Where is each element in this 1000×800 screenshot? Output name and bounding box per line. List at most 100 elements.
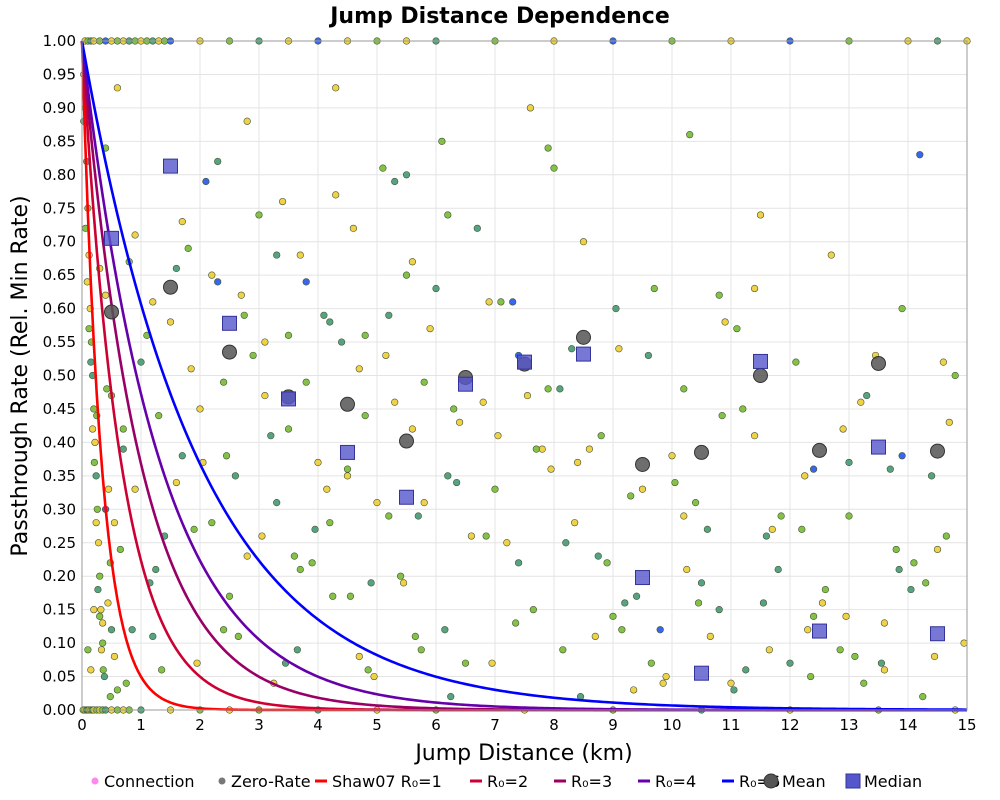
data-point: [618, 626, 626, 634]
mean-marker: [104, 304, 119, 320]
data-point: [311, 525, 319, 533]
legend-label: Mean: [782, 772, 826, 791]
data-point: [444, 472, 452, 480]
data-point: [621, 599, 629, 607]
y-tick-label: 0.65: [43, 266, 76, 284]
data-point: [529, 606, 537, 614]
data-point: [208, 519, 216, 527]
data-point: [284, 425, 293, 433]
data-point: [104, 599, 112, 607]
data-point: [907, 585, 915, 594]
data-point: [100, 672, 109, 681]
data-point: [638, 485, 647, 493]
data-point: [632, 592, 641, 600]
data-point: [85, 325, 93, 333]
median-marker: [753, 353, 768, 369]
data-point: [694, 599, 703, 607]
data-point: [131, 231, 139, 239]
data-point: [364, 666, 372, 674]
data-point: [110, 652, 119, 661]
data-point: [190, 525, 198, 533]
data-point: [571, 519, 579, 527]
data-point: [367, 579, 375, 587]
median-marker: [222, 315, 237, 331]
data-point: [718, 412, 726, 420]
median-marker: [340, 444, 355, 460]
data-point: [609, 612, 617, 620]
data-point: [750, 432, 759, 440]
mean-marker: [222, 344, 237, 360]
data-point: [261, 391, 269, 400]
data-point: [497, 298, 505, 306]
x-tick-label: 3: [254, 716, 264, 734]
y-tick-label: 0.80: [43, 166, 76, 184]
data-point: [290, 552, 299, 560]
data-point: [821, 585, 830, 594]
data-point: [149, 632, 157, 641]
data-point: [128, 626, 136, 634]
data-point: [942, 532, 950, 540]
data-point: [94, 585, 102, 594]
data-point: [960, 639, 968, 647]
data-point: [370, 672, 378, 681]
data-point: [84, 646, 92, 654]
data-point: [208, 271, 216, 279]
data-point: [279, 197, 287, 206]
y-tick-label: 0.10: [43, 634, 76, 652]
data-point: [411, 632, 419, 641]
data-point: [92, 519, 100, 527]
curve-line: [80, 40, 968, 711]
data-point: [137, 358, 145, 366]
x-tick-label: 7: [490, 716, 500, 734]
data-point: [385, 311, 393, 319]
data-point: [320, 311, 328, 319]
x-tick-label: 4: [313, 716, 323, 734]
data-point: [597, 432, 605, 440]
data-point: [750, 284, 759, 293]
data-point: [234, 632, 242, 641]
data-point: [568, 345, 576, 353]
x-tick-label: 10: [662, 716, 681, 734]
data-point: [90, 458, 98, 467]
data-point: [686, 131, 694, 139]
data-point: [485, 298, 493, 306]
data-point: [630, 686, 638, 694]
data-point: [774, 565, 782, 574]
data-point: [532, 445, 540, 453]
data-point: [594, 552, 602, 560]
data-point: [284, 331, 293, 339]
data-point: [97, 646, 106, 654]
data-point: [261, 338, 269, 346]
y-tick-label: 0.05: [43, 668, 76, 686]
data-point: [166, 318, 175, 326]
mean-marker: [694, 444, 709, 460]
mean-marker: [576, 329, 591, 345]
data-point: [523, 391, 532, 400]
data-point: [113, 686, 121, 694]
legend: Connection Zero-Rate Shaw07 R₀=1 R₀=2 R₀=3 R₀…: [91, 772, 922, 791]
median-marker: [281, 391, 296, 407]
data-point: [202, 177, 210, 186]
y-tick-label: 0.75: [43, 199, 76, 217]
data-point: [742, 666, 750, 674]
data-point: [104, 485, 113, 493]
legend-label: Zero-Rate: [231, 772, 311, 791]
data-point: [92, 472, 100, 480]
data-point: [680, 385, 688, 393]
data-point: [196, 405, 204, 413]
data-point: [361, 412, 369, 420]
data-point: [90, 606, 98, 614]
legend-label: Median: [864, 772, 922, 791]
data-point: [332, 84, 340, 92]
data-point: [579, 238, 588, 246]
data-point: [87, 358, 95, 366]
data-point: [612, 305, 620, 313]
mean-marker: [635, 456, 650, 472]
data-point: [733, 325, 741, 333]
data-point: [556, 385, 564, 393]
data-point: [87, 666, 95, 674]
data-point: [99, 639, 107, 647]
data-point: [933, 545, 942, 554]
data-point: [662, 672, 670, 681]
